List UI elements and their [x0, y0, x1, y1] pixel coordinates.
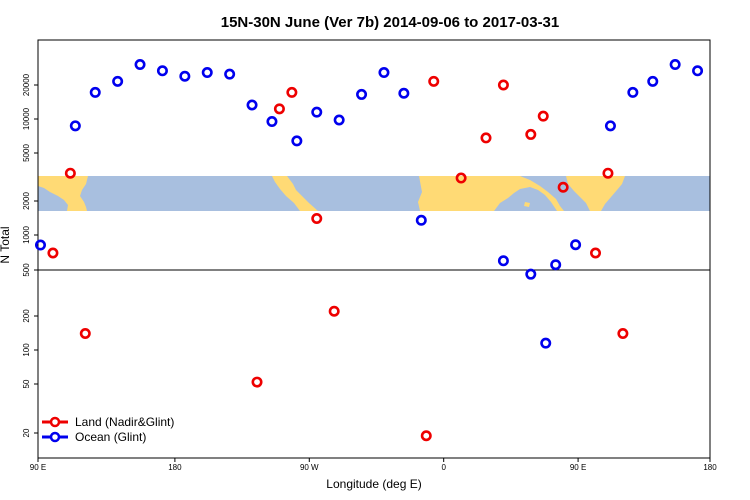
legend-land-marker	[49, 416, 61, 428]
legend-ocean-label: Ocean (Glint)	[75, 430, 146, 444]
y-tick-label: 200	[22, 309, 31, 323]
ocean-point	[356, 88, 368, 100]
ocean-point	[669, 59, 681, 71]
y-tick-label: 20000	[22, 73, 31, 96]
y-tick-label: 2000	[22, 192, 31, 210]
land-point	[480, 132, 492, 144]
ocean-point	[179, 70, 191, 82]
plot-frame	[37, 39, 711, 459]
land-point	[47, 247, 59, 259]
ocean-point	[604, 120, 616, 132]
ocean-point	[333, 114, 345, 126]
ocean-point	[34, 239, 46, 251]
ocean-point	[224, 68, 236, 80]
land-point	[537, 110, 549, 122]
y-tick-label: 10000	[22, 107, 31, 130]
y-axis-label: N Total	[0, 226, 12, 263]
land-point	[455, 172, 467, 184]
land-point	[602, 167, 614, 179]
legend: Land (Nadir&Glint) Ocean (Glint)	[42, 415, 174, 444]
land-point	[420, 430, 432, 442]
y-tick-label: 100	[22, 343, 31, 357]
map-land	[38, 176, 625, 211]
land-point	[251, 376, 263, 388]
ocean-point	[311, 106, 323, 118]
chart-title: 15N-30N June (Ver 7b) 2014-09-06 to 2017…	[221, 14, 560, 31]
y-axis: 20 50 100 200 500 1000 2000 5000 10000 20000	[22, 73, 38, 437]
y-tick-label: 20	[22, 428, 31, 437]
x-tick-label: 90 W	[300, 463, 319, 472]
ocean-point	[112, 75, 124, 87]
legend-ocean-marker	[49, 431, 61, 443]
world-map-band	[38, 176, 710, 211]
y-tick-label: 1000	[22, 226, 31, 244]
ocean-point	[550, 259, 562, 271]
ocean-point	[378, 67, 390, 79]
land-point	[590, 247, 602, 259]
ocean-point	[415, 214, 427, 226]
ocean-point	[627, 86, 639, 98]
land-point	[497, 79, 509, 91]
ocean-point	[647, 75, 659, 87]
x-tick-label: 0	[441, 463, 446, 472]
ocean-point	[570, 239, 582, 251]
ocean-point	[89, 86, 101, 98]
x-axis: 90 E 180 90 W 0 90 E 180	[30, 458, 717, 472]
land-point	[79, 327, 91, 339]
x-tick-label: 90 E	[30, 463, 46, 472]
data-points	[34, 59, 704, 442]
ocean-point	[398, 87, 410, 99]
ocean-point	[497, 255, 509, 267]
ocean-point	[291, 135, 303, 147]
ocean-point	[540, 337, 552, 349]
land-point	[273, 103, 285, 115]
legend-entry-land: Land (Nadir&Glint)	[42, 415, 174, 429]
ocean-point	[156, 65, 168, 77]
land-point	[525, 128, 537, 140]
land-point	[617, 327, 629, 339]
land-point	[428, 75, 440, 87]
ocean-point	[246, 99, 258, 111]
ocean-point	[69, 120, 81, 132]
land-point	[286, 86, 298, 98]
x-tick-label: 180	[703, 463, 717, 472]
ocean-point	[201, 67, 213, 79]
y-tick-label: 50	[22, 379, 31, 388]
land-point	[557, 181, 569, 193]
x-tick-label: 180	[168, 463, 182, 472]
ocean-point	[692, 65, 704, 77]
legend-land-label: Land (Nadir&Glint)	[75, 415, 174, 429]
ocean-point	[266, 116, 278, 128]
ocean-point	[525, 268, 537, 280]
x-axis-label: Longitude (deg E)	[326, 477, 421, 491]
y-tick-label: 500	[22, 263, 31, 277]
legend-entry-ocean: Ocean (Glint)	[42, 430, 146, 444]
land-point	[64, 167, 76, 179]
x-tick-label: 90 E	[570, 463, 586, 472]
y-tick-label: 5000	[22, 144, 31, 162]
land-point	[328, 305, 340, 317]
land-point	[311, 212, 323, 224]
ocean-point	[134, 59, 146, 71]
